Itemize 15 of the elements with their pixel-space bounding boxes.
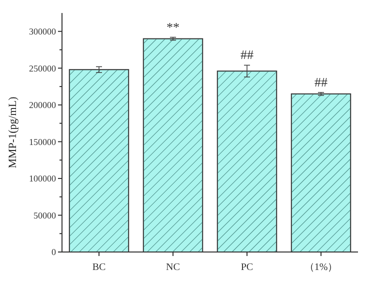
y-tick-label: 150000: [29, 136, 56, 147]
y-tick-label: 50000: [34, 210, 56, 220]
y-tick-label: 100000: [29, 174, 56, 184]
y-tick-label: 0: [52, 247, 56, 258]
x-tick-label: NC: [166, 262, 180, 273]
annotation: **: [166, 19, 180, 34]
x-tick-label: PC: [240, 262, 254, 273]
x-tick-label: （1%）: [304, 262, 338, 273]
y-axis-title: MMP-1(pg/mL): [7, 96, 19, 168]
annotation: ##: [240, 47, 254, 62]
annotation: ##: [314, 74, 328, 90]
x-tick-label: BC: [92, 262, 106, 273]
y-tick-label: 250000: [29, 63, 56, 74]
y-tick-label: 300000: [29, 26, 56, 37]
y-tick-label: 200000: [29, 100, 56, 110]
